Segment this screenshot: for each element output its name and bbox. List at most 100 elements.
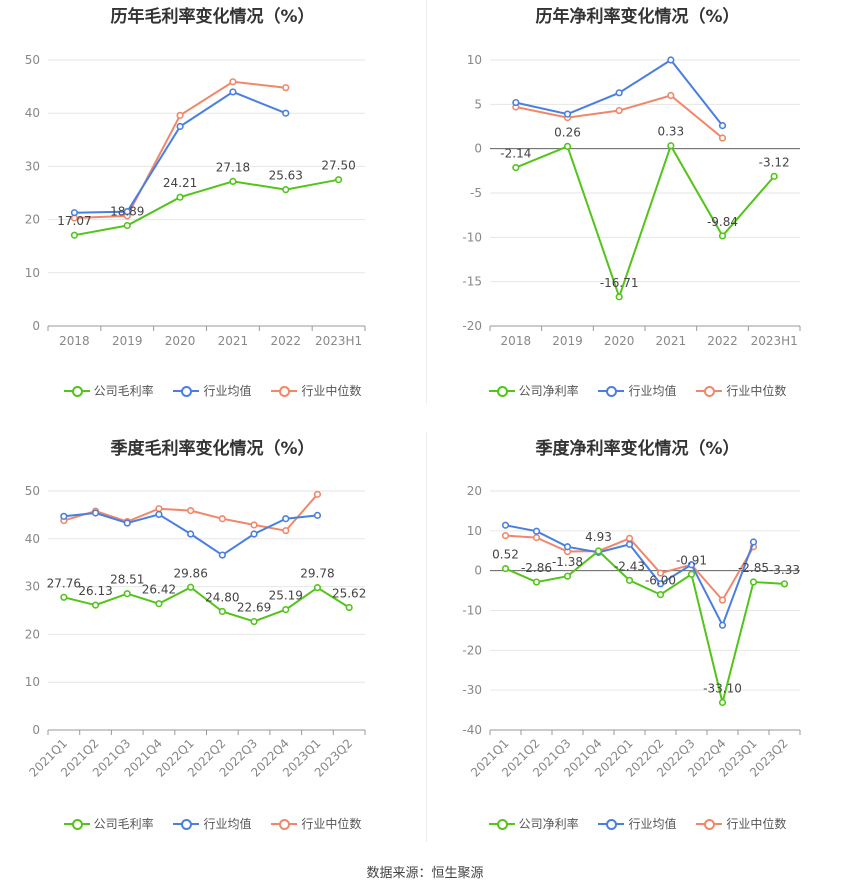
- data-point-median[interactable]: [282, 527, 290, 535]
- data-point-median[interactable]: [667, 91, 675, 100]
- data-point-company[interactable]: [667, 142, 675, 150]
- data-point-median[interactable]: [218, 515, 226, 523]
- data-point-company[interactable]: [60, 593, 68, 601]
- data-point-avg[interactable]: [563, 543, 572, 551]
- data-point-median[interactable]: [718, 596, 727, 604]
- data-point-avg[interactable]: [176, 122, 184, 131]
- legend-item-avg[interactable]: 行业均值: [173, 382, 252, 399]
- data-point-median[interactable]: [187, 506, 195, 515]
- data-point-avg[interactable]: [123, 208, 131, 216]
- data-point-company[interactable]: [282, 605, 290, 614]
- data-point-avg[interactable]: [218, 551, 226, 559]
- data-point-avg[interactable]: [749, 538, 758, 546]
- data-point-company[interactable]: [187, 583, 195, 591]
- data-point-median[interactable]: [176, 111, 184, 119]
- chart-title: 历年毛利率变化情况（%）: [110, 7, 315, 27]
- legend-item-median[interactable]: 行业中位数: [271, 815, 361, 832]
- data-point-median[interactable]: [282, 84, 290, 92]
- y-tick-label: 20: [25, 213, 40, 227]
- data-point-company[interactable]: [687, 570, 696, 578]
- data-point-avg[interactable]: [718, 122, 727, 130]
- data-point-company[interactable]: [334, 176, 343, 184]
- data-point-company[interactable]: [656, 590, 665, 599]
- legend-item-avg[interactable]: 行业均值: [598, 815, 677, 832]
- data-point-company[interactable]: [313, 584, 322, 592]
- data-point-median[interactable]: [615, 106, 623, 115]
- data-point-company[interactable]: [718, 232, 727, 240]
- y-tick-label: -20: [462, 643, 482, 657]
- data-point-company[interactable]: [625, 576, 634, 584]
- data-point-company[interactable]: [512, 164, 520, 172]
- data-label: -2.85: [738, 561, 769, 575]
- data-point-company[interactable]: [176, 193, 184, 201]
- legend-item-company[interactable]: 公司毛利率: [63, 382, 154, 399]
- data-point-median[interactable]: [532, 534, 541, 542]
- legend-item-company[interactable]: 公司毛利率: [63, 815, 154, 832]
- data-point-company[interactable]: [770, 172, 778, 180]
- data-point-company[interactable]: [250, 617, 258, 626]
- data-point-company[interactable]: [563, 572, 572, 580]
- data-point-company[interactable]: [501, 564, 510, 573]
- data-point-median[interactable]: [313, 490, 322, 498]
- legend-item-company[interactable]: 公司净利率: [488, 815, 579, 832]
- data-point-avg[interactable]: [667, 56, 675, 64]
- legend-item-avg[interactable]: 行业均值: [598, 382, 677, 399]
- data-point-company[interactable]: [718, 698, 727, 707]
- data-point-avg[interactable]: [512, 98, 520, 107]
- data-point-company[interactable]: [91, 601, 100, 609]
- data-point-company[interactable]: [749, 578, 758, 586]
- data-point-avg[interactable]: [615, 89, 623, 97]
- legend-label: 公司毛利率: [93, 817, 154, 831]
- chart-title: 历年净利率变化情况（%）: [535, 7, 740, 27]
- data-point-company[interactable]: [218, 607, 226, 616]
- data-point-median[interactable]: [718, 134, 727, 142]
- data-point-avg[interactable]: [250, 530, 258, 538]
- data-point-company[interactable]: [155, 600, 163, 608]
- data-point-avg[interactable]: [60, 512, 68, 520]
- legend-item-median[interactable]: 行业中位数: [271, 382, 361, 399]
- data-point-median[interactable]: [250, 521, 258, 529]
- data-point-company[interactable]: [563, 142, 572, 150]
- data-point-company[interactable]: [615, 293, 623, 301]
- data-point-company[interactable]: [780, 580, 789, 588]
- data-point-median[interactable]: [656, 569, 665, 577]
- legend-item-median[interactable]: 行业中位数: [696, 815, 786, 832]
- data-point-avg[interactable]: [282, 109, 290, 117]
- data-point-median[interactable]: [155, 505, 163, 513]
- chart-plot: -40-30-20-10010202021Q12021Q22021Q32021Q…: [462, 484, 801, 780]
- data-point-company[interactable]: [345, 603, 353, 612]
- data-point-avg[interactable]: [70, 209, 79, 217]
- legend-item-median[interactable]: 行业中位数: [696, 382, 786, 399]
- data-point-median[interactable]: [501, 532, 510, 540]
- data-point-avg[interactable]: [313, 511, 322, 519]
- legend-item-company[interactable]: 公司净利率: [488, 382, 579, 399]
- y-tick-label: 30: [25, 159, 40, 173]
- data-point-avg[interactable]: [91, 509, 100, 517]
- data-point-company[interactable]: [123, 590, 131, 598]
- data-point-median[interactable]: [229, 78, 237, 86]
- chart-title: 季度净利率变化情况（%）: [535, 439, 740, 459]
- data-point-company[interactable]: [532, 578, 541, 586]
- data-point-avg[interactable]: [187, 530, 195, 538]
- data-point-company[interactable]: [70, 231, 79, 239]
- data-point-avg[interactable]: [532, 527, 541, 535]
- data-point-avg[interactable]: [282, 515, 290, 523]
- series-line-median: [515, 94, 724, 139]
- y-tick-label: 20: [467, 484, 482, 498]
- data-point-company[interactable]: [229, 177, 237, 186]
- data-point-company[interactable]: [123, 221, 131, 230]
- data-point-avg[interactable]: [501, 521, 510, 529]
- data-point-avg[interactable]: [718, 621, 727, 629]
- chart-legend: 公司毛利率 行业均值 行业中位数: [0, 382, 425, 399]
- data-point-avg[interactable]: [687, 561, 696, 569]
- data-point-avg[interactable]: [656, 580, 665, 588]
- data-point-avg[interactable]: [123, 519, 131, 527]
- data-point-avg[interactable]: [229, 88, 237, 96]
- data-point-median[interactable]: [625, 534, 634, 543]
- legend-item-avg[interactable]: 行业均值: [173, 815, 252, 832]
- data-point-avg[interactable]: [155, 510, 163, 519]
- data-point-company[interactable]: [282, 186, 290, 194]
- data-point-avg[interactable]: [625, 540, 634, 548]
- data-point-avg[interactable]: [563, 110, 572, 118]
- data-point-company[interactable]: [594, 547, 603, 555]
